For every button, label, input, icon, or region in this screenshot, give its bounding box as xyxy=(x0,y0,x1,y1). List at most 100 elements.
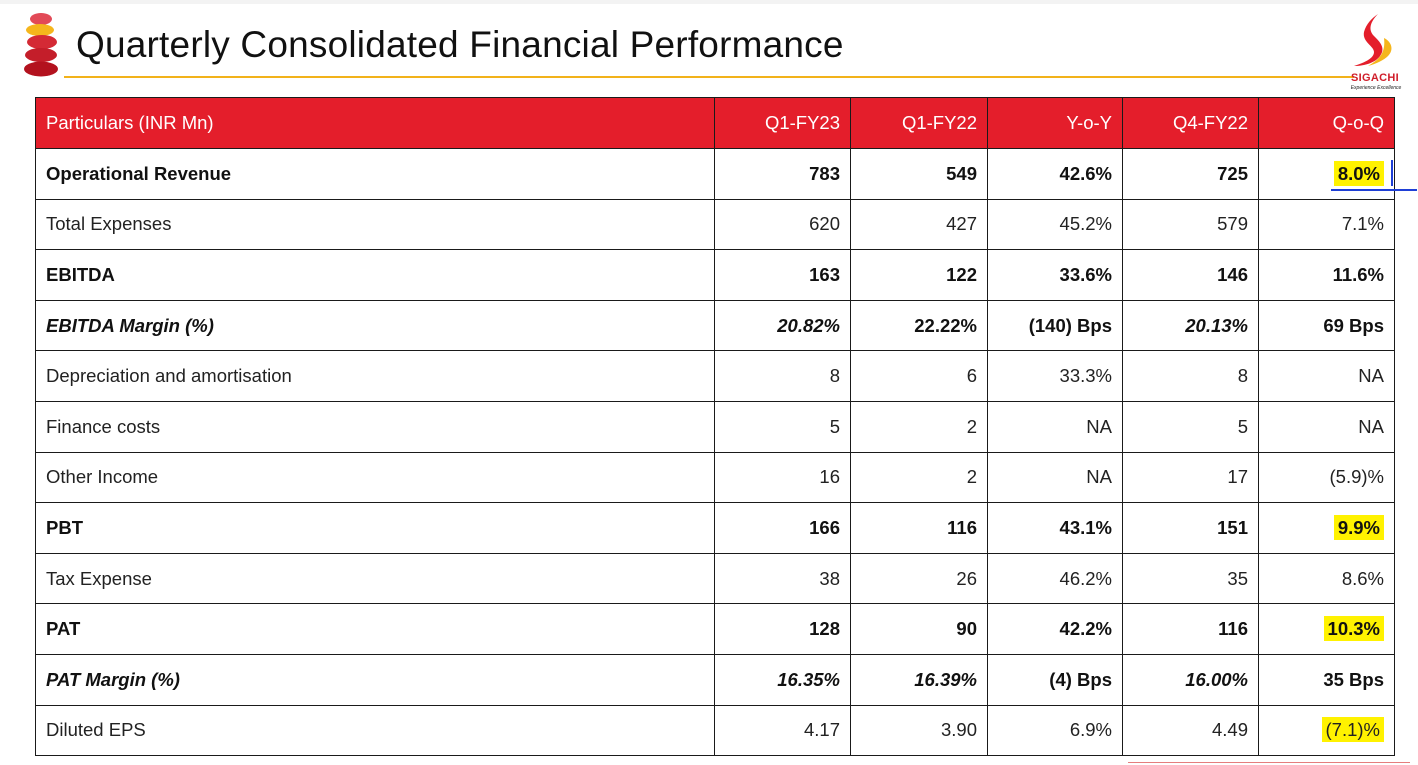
cell-yoy: 6.9% xyxy=(987,704,1123,757)
cell-qoq: 7.1% xyxy=(1258,198,1395,251)
cell-q4-fy22: 17 xyxy=(1122,451,1259,504)
top-band xyxy=(0,0,1418,4)
cell-q1-fy22: 116 xyxy=(850,502,988,554)
table-row: Other Income 16 2 NA 17 (5.9)% xyxy=(35,451,1395,504)
annotation-underline xyxy=(1331,189,1417,191)
cell-q4-fy22: 5 xyxy=(1122,400,1259,453)
bottom-accent-line xyxy=(1128,762,1410,763)
cell-q4-fy22: 151 xyxy=(1122,502,1259,554)
header-particulars: Particulars (INR Mn) xyxy=(35,97,715,149)
cell-yoy: 42.6% xyxy=(987,148,1123,200)
cell-q1-fy22: 2 xyxy=(850,451,988,504)
table-header-row: Particulars (INR Mn) Q1-FY23 Q1-FY22 Y-o… xyxy=(35,97,1395,149)
cell-q1-fy23: 163 xyxy=(714,249,851,301)
table-row: PBT 166 116 43.1% 151 9.9% xyxy=(35,502,1395,554)
header-q1-fy22: Q1-FY22 xyxy=(850,97,988,149)
cell-q1-fy22: 2 xyxy=(850,400,988,453)
highlighted-value: (7.1)% xyxy=(1321,717,1384,743)
header-yoy: Y-o-Y xyxy=(987,97,1123,149)
cell-q4-fy22: 16.00% xyxy=(1122,653,1259,706)
cell-qoq: (7.1)% xyxy=(1258,704,1395,757)
cell-q1-fy23: 16.35% xyxy=(714,653,851,706)
cell-yoy: 46.2% xyxy=(987,552,1123,605)
row-label: Finance costs xyxy=(35,400,715,453)
table-row: Diluted EPS 4.17 3.90 6.9% 4.49 (7.1)% xyxy=(35,704,1395,757)
cell-q4-fy22: 4.49 xyxy=(1122,704,1259,757)
cell-qoq: 9.9% xyxy=(1258,502,1395,554)
financial-performance-table: Particulars (INR Mn) Q1-FY23 Q1-FY22 Y-o… xyxy=(35,97,1395,757)
cell-q1-fy22: 16.39% xyxy=(850,653,988,706)
row-label: Depreciation and amortisation xyxy=(35,350,715,402)
cell-qoq: 10.3% xyxy=(1258,603,1395,655)
cell-qoq: 69 Bps xyxy=(1258,299,1395,352)
cell-qoq: 35 Bps xyxy=(1258,653,1395,706)
row-label: Operational Revenue xyxy=(35,148,715,200)
cell-q1-fy23: 20.82% xyxy=(714,299,851,352)
table-row: EBITDA 163 122 33.6% 146 11.6% xyxy=(35,249,1395,301)
cell-yoy: 33.3% xyxy=(987,350,1123,402)
row-label: PBT xyxy=(35,502,715,554)
cell-q1-fy22: 26 xyxy=(850,552,988,605)
row-label: Tax Expense xyxy=(35,552,715,605)
cell-yoy: NA xyxy=(987,400,1123,453)
cell-q1-fy23: 38 xyxy=(714,552,851,605)
cell-q1-fy22: 90 xyxy=(850,603,988,655)
table-row: PAT Margin (%) 16.35% 16.39% (4) Bps 16.… xyxy=(35,653,1395,706)
cell-q4-fy22: 35 xyxy=(1122,552,1259,605)
row-label: Other Income xyxy=(35,451,715,504)
cell-q4-fy22: 579 xyxy=(1122,198,1259,251)
cell-q1-fy23: 783 xyxy=(714,148,851,200)
cell-q1-fy23: 166 xyxy=(714,502,851,554)
annotation-cursor-mark xyxy=(1391,160,1393,186)
cell-q4-fy22: 116 xyxy=(1122,603,1259,655)
row-label: Total Expenses xyxy=(35,198,715,251)
cell-yoy: 45.2% xyxy=(987,198,1123,251)
logo-wordmark: SIGACHI xyxy=(1351,72,1399,84)
highlighted-value: 8.0% xyxy=(1333,160,1384,186)
cell-yoy: (4) Bps xyxy=(987,653,1123,706)
cell-qoq: 11.6% xyxy=(1258,249,1395,301)
logo-tagline: Experience Excellence xyxy=(1350,85,1402,91)
cell-q1-fy23: 620 xyxy=(714,198,851,251)
row-label: EBITDA Margin (%) xyxy=(35,299,715,352)
header-q4-fy22: Q4-FY22 xyxy=(1122,97,1259,149)
table-row: PAT 128 90 42.2% 116 10.3% xyxy=(35,603,1395,655)
cell-yoy: 43.1% xyxy=(987,502,1123,554)
title-underline xyxy=(64,76,1354,78)
table-row: EBITDA Margin (%) 20.82% 22.22% (140) Bp… xyxy=(35,299,1395,352)
table-row: Total Expenses 620 427 45.2% 579 7.1% xyxy=(35,198,1395,251)
cell-q4-fy22: 146 xyxy=(1122,249,1259,301)
cell-q4-fy22: 8 xyxy=(1122,350,1259,402)
header-q1-fy23: Q1-FY23 xyxy=(714,97,851,149)
cell-qoq: NA xyxy=(1258,400,1395,453)
stacked-pills-icon xyxy=(24,13,58,77)
cell-q1-fy22: 122 xyxy=(850,249,988,301)
cell-q1-fy22: 549 xyxy=(850,148,988,200)
table-row: Depreciation and amortisation 8 6 33.3% … xyxy=(35,350,1395,402)
table-row: Tax Expense 38 26 46.2% 35 8.6% xyxy=(35,552,1395,605)
cell-yoy: NA xyxy=(987,451,1123,504)
cell-q1-fy23: 16 xyxy=(714,451,851,504)
highlighted-value: 10.3% xyxy=(1323,616,1384,642)
row-label: PAT Margin (%) xyxy=(35,653,715,706)
cell-yoy: (140) Bps xyxy=(987,299,1123,352)
sigachi-logo-icon xyxy=(1354,14,1392,66)
cell-q1-fy23: 5 xyxy=(714,400,851,453)
cell-qoq: (5.9)% xyxy=(1258,451,1395,504)
highlighted-value: 9.9% xyxy=(1333,514,1384,540)
cell-q1-fy22: 427 xyxy=(850,198,988,251)
cell-qoq: NA xyxy=(1258,350,1395,402)
cell-qoq: 8.6% xyxy=(1258,552,1395,605)
table-row: Finance costs 5 2 NA 5 NA xyxy=(35,400,1395,453)
cell-qoq: 8.0% xyxy=(1258,148,1395,200)
cell-q1-fy23: 4.17 xyxy=(714,704,851,757)
cell-q1-fy22: 6 xyxy=(850,350,988,402)
table-row: Operational Revenue 783 549 42.6% 725 8.… xyxy=(35,148,1395,200)
cell-yoy: 33.6% xyxy=(987,249,1123,301)
cell-q1-fy22: 22.22% xyxy=(850,299,988,352)
cell-yoy: 42.2% xyxy=(987,603,1123,655)
cell-q4-fy22: 20.13% xyxy=(1122,299,1259,352)
cell-q1-fy23: 128 xyxy=(714,603,851,655)
row-label: PAT xyxy=(35,603,715,655)
header-qoq: Q-o-Q xyxy=(1258,97,1395,149)
